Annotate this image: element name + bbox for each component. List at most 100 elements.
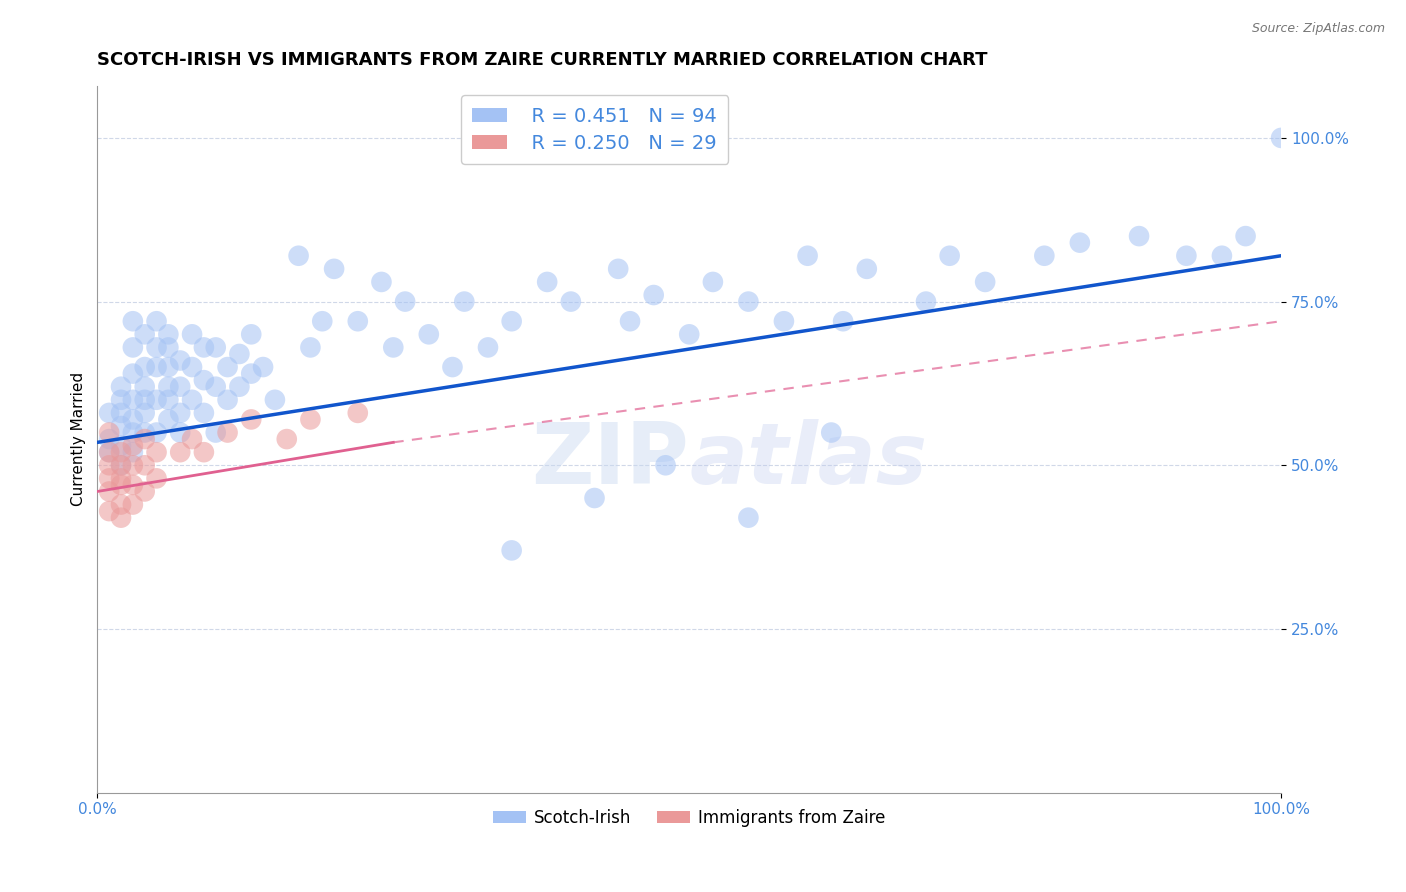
Point xyxy=(157,327,180,342)
Point xyxy=(157,340,180,354)
Point xyxy=(110,406,132,420)
Point xyxy=(1211,249,1233,263)
Point xyxy=(145,425,167,440)
Point xyxy=(98,406,121,420)
Point xyxy=(169,380,191,394)
Point xyxy=(110,392,132,407)
Point xyxy=(121,340,143,354)
Point xyxy=(98,484,121,499)
Point xyxy=(323,261,346,276)
Point xyxy=(441,360,464,375)
Y-axis label: Currently Married: Currently Married xyxy=(72,372,86,506)
Point xyxy=(145,471,167,485)
Point xyxy=(134,484,156,499)
Point xyxy=(193,406,215,420)
Point xyxy=(169,353,191,368)
Point xyxy=(382,340,405,354)
Point xyxy=(193,340,215,354)
Point xyxy=(287,249,309,263)
Point xyxy=(501,314,523,328)
Point xyxy=(643,288,665,302)
Point xyxy=(204,380,226,394)
Point xyxy=(169,445,191,459)
Point xyxy=(134,425,156,440)
Point xyxy=(110,498,132,512)
Point xyxy=(370,275,392,289)
Point xyxy=(110,471,132,485)
Point xyxy=(346,314,368,328)
Text: Source: ZipAtlas.com: Source: ZipAtlas.com xyxy=(1251,22,1385,36)
Point xyxy=(619,314,641,328)
Point xyxy=(110,510,132,524)
Point xyxy=(217,360,239,375)
Point xyxy=(938,249,960,263)
Point xyxy=(110,458,132,473)
Point xyxy=(217,392,239,407)
Point xyxy=(1069,235,1091,250)
Point xyxy=(654,458,676,473)
Point xyxy=(773,314,796,328)
Point xyxy=(607,261,630,276)
Point xyxy=(121,458,143,473)
Point xyxy=(145,314,167,328)
Point xyxy=(193,373,215,387)
Point xyxy=(98,504,121,518)
Point xyxy=(252,360,274,375)
Point xyxy=(145,340,167,354)
Point xyxy=(1175,249,1198,263)
Point xyxy=(121,392,143,407)
Point xyxy=(832,314,855,328)
Point xyxy=(240,367,263,381)
Point xyxy=(121,314,143,328)
Point xyxy=(1270,131,1292,145)
Point xyxy=(145,392,167,407)
Point xyxy=(228,380,250,394)
Point xyxy=(394,294,416,309)
Text: ZIP: ZIP xyxy=(531,419,689,502)
Point xyxy=(240,412,263,426)
Text: SCOTCH-IRISH VS IMMIGRANTS FROM ZAIRE CURRENTLY MARRIED CORRELATION CHART: SCOTCH-IRISH VS IMMIGRANTS FROM ZAIRE CU… xyxy=(97,51,988,69)
Point xyxy=(145,445,167,459)
Point xyxy=(204,340,226,354)
Point xyxy=(560,294,582,309)
Point xyxy=(134,380,156,394)
Point xyxy=(1033,249,1056,263)
Point xyxy=(702,275,724,289)
Point xyxy=(204,425,226,440)
Point xyxy=(796,249,818,263)
Point xyxy=(121,478,143,492)
Point xyxy=(299,412,322,426)
Point xyxy=(536,275,558,289)
Point xyxy=(121,445,143,459)
Point xyxy=(181,327,204,342)
Point xyxy=(134,406,156,420)
Point xyxy=(915,294,938,309)
Point xyxy=(820,425,842,440)
Point xyxy=(453,294,475,309)
Point xyxy=(134,327,156,342)
Text: atlas: atlas xyxy=(689,419,928,502)
Point xyxy=(678,327,700,342)
Point xyxy=(299,340,322,354)
Point xyxy=(110,458,132,473)
Point xyxy=(145,360,167,375)
Point xyxy=(98,425,121,440)
Point xyxy=(98,432,121,446)
Point xyxy=(134,392,156,407)
Point xyxy=(157,380,180,394)
Point xyxy=(98,458,121,473)
Point xyxy=(1128,229,1150,244)
Point xyxy=(217,425,239,440)
Point xyxy=(121,439,143,453)
Point xyxy=(121,498,143,512)
Point xyxy=(110,380,132,394)
Point xyxy=(477,340,499,354)
Point xyxy=(110,478,132,492)
Point xyxy=(737,294,759,309)
Point xyxy=(737,510,759,524)
Point xyxy=(855,261,877,276)
Point xyxy=(121,412,143,426)
Point xyxy=(121,367,143,381)
Point xyxy=(501,543,523,558)
Point xyxy=(110,445,132,459)
